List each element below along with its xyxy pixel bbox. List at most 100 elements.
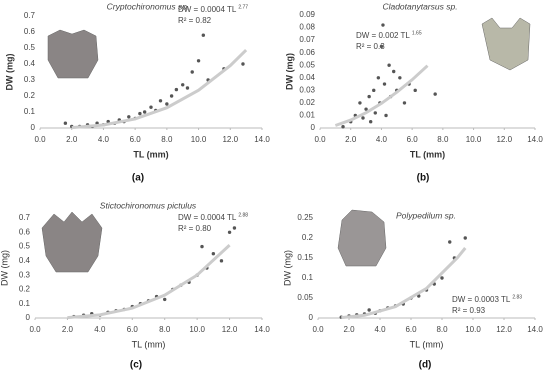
fit-curve (71, 49, 248, 130)
data-point (384, 113, 388, 118)
data-point (376, 76, 381, 80)
y-tick-label: 0.4 (19, 256, 31, 265)
data-point (398, 76, 402, 80)
x-tick-label: 8.0 (161, 135, 173, 144)
data-point (200, 244, 204, 249)
data-point (138, 111, 142, 116)
data-point (440, 276, 444, 280)
data-point (372, 88, 376, 93)
data-point (448, 240, 452, 244)
data-point (227, 230, 232, 234)
data-point (185, 86, 190, 90)
x-tick-label: 0.0 (34, 135, 46, 144)
fit-curve (341, 247, 467, 320)
data-point (373, 111, 377, 115)
x-tick-label: 8.0 (436, 325, 448, 334)
x-axis-title: TL (mm) (132, 339, 166, 349)
data-point (190, 70, 194, 74)
x-tick-label: 6.0 (407, 135, 419, 144)
data-point (149, 105, 153, 109)
x-tick-label: 14.0 (527, 135, 543, 144)
data-point (232, 226, 237, 230)
data-point (392, 69, 396, 74)
x-tick-label: 8.0 (159, 325, 171, 334)
y-tick-label: 0.1 (24, 107, 36, 116)
y-tick-label: 0.03 (299, 85, 315, 94)
y-tick-label: 0.7 (19, 213, 31, 222)
x-tick-label: 2.0 (66, 135, 78, 144)
x-tick-label: 12.0 (222, 325, 238, 334)
x-tick-label: 14.0 (254, 325, 270, 334)
data-point (413, 88, 417, 93)
y-tick-label: 0.3 (19, 270, 31, 279)
data-point (174, 87, 179, 92)
data-point (241, 62, 245, 66)
y-tick-label: 0.1 (19, 299, 31, 308)
x-tick-label: 6.0 (127, 325, 139, 334)
y-tick-label: 0.25 (297, 213, 313, 222)
data-point (201, 33, 206, 37)
data-point (379, 44, 384, 49)
y-tick-label: 0 (309, 313, 314, 322)
y-tick-label: 0.2 (19, 285, 31, 294)
data-point (63, 121, 68, 125)
x-tick-label: 4.0 (94, 325, 106, 334)
data-point (169, 94, 174, 98)
y-tick-label: 0.04 (299, 73, 315, 82)
equation: DW = 0.0004 TL (178, 5, 237, 14)
data-point (382, 82, 387, 86)
x-tick-label: 4.0 (376, 135, 388, 144)
equation: DW = 0.0003 TL (452, 295, 511, 304)
x-axis-title: TL (mm) (410, 339, 444, 349)
equation: DW = 0.002 TL (356, 31, 410, 40)
x-tick-label: 12.0 (496, 325, 512, 334)
data-point (163, 297, 167, 302)
chart-title: Stictochironomus pictulus (100, 200, 197, 210)
data-point (158, 99, 163, 103)
data-point (142, 110, 147, 114)
data-point (433, 92, 437, 96)
fit-curve (67, 243, 231, 320)
data-point (367, 94, 371, 99)
data-point (127, 115, 131, 119)
chart-title: Polypedilum sp. (396, 210, 456, 220)
panel-label: (b) (417, 173, 430, 184)
data-point (181, 83, 185, 87)
y-axis-title: DW (mg) (282, 250, 292, 286)
r-squared: R² = 0.93 (452, 306, 486, 315)
y-tick-label: 0.2 (302, 233, 314, 242)
x-tick-label: 4.0 (98, 135, 110, 144)
y-tick-label: 0.4 (24, 59, 36, 68)
y-tick-label: 0.07 (299, 35, 315, 44)
panel-label: (c) (130, 360, 142, 371)
data-point (367, 308, 371, 312)
y-tick-label: 0 (31, 123, 36, 132)
y-tick-label: 0.7 (24, 11, 36, 20)
y-tick-label: 0.15 (297, 253, 313, 262)
x-tick-label: 2.0 (345, 135, 357, 144)
y-tick-label: 0.3 (24, 75, 36, 84)
x-tick-label: 10.0 (465, 325, 481, 334)
x-tick-label: 10.0 (466, 135, 482, 144)
x-tick-label: 12.0 (496, 135, 512, 144)
fit-curve (334, 64, 429, 127)
data-point (361, 116, 365, 120)
x-tick-label: 8.0 (437, 135, 449, 144)
panel-label: (d) (419, 360, 432, 371)
x-tick-label: 14.0 (254, 135, 270, 144)
y-tick-label: 0.06 (299, 48, 315, 57)
y-tick-label: 0.5 (24, 43, 36, 52)
equation-exponent: 2.83 (512, 294, 522, 300)
x-tick-label: 6.0 (130, 135, 142, 144)
y-tick-label: 0.02 (299, 98, 315, 107)
x-tick-label: 12.0 (222, 135, 238, 144)
x-tick-label: 4.0 (374, 325, 386, 334)
y-tick-label: 0 (26, 313, 31, 322)
x-axis-title: TL (mm) (133, 149, 168, 159)
y-tick-label: 0.6 (19, 227, 31, 236)
r-squared: R² = 0.82 (178, 16, 212, 25)
chart-title: Cryptochironomus sp. (107, 1, 190, 11)
x-tick-label: 2.0 (62, 325, 74, 334)
data-point (165, 102, 169, 106)
